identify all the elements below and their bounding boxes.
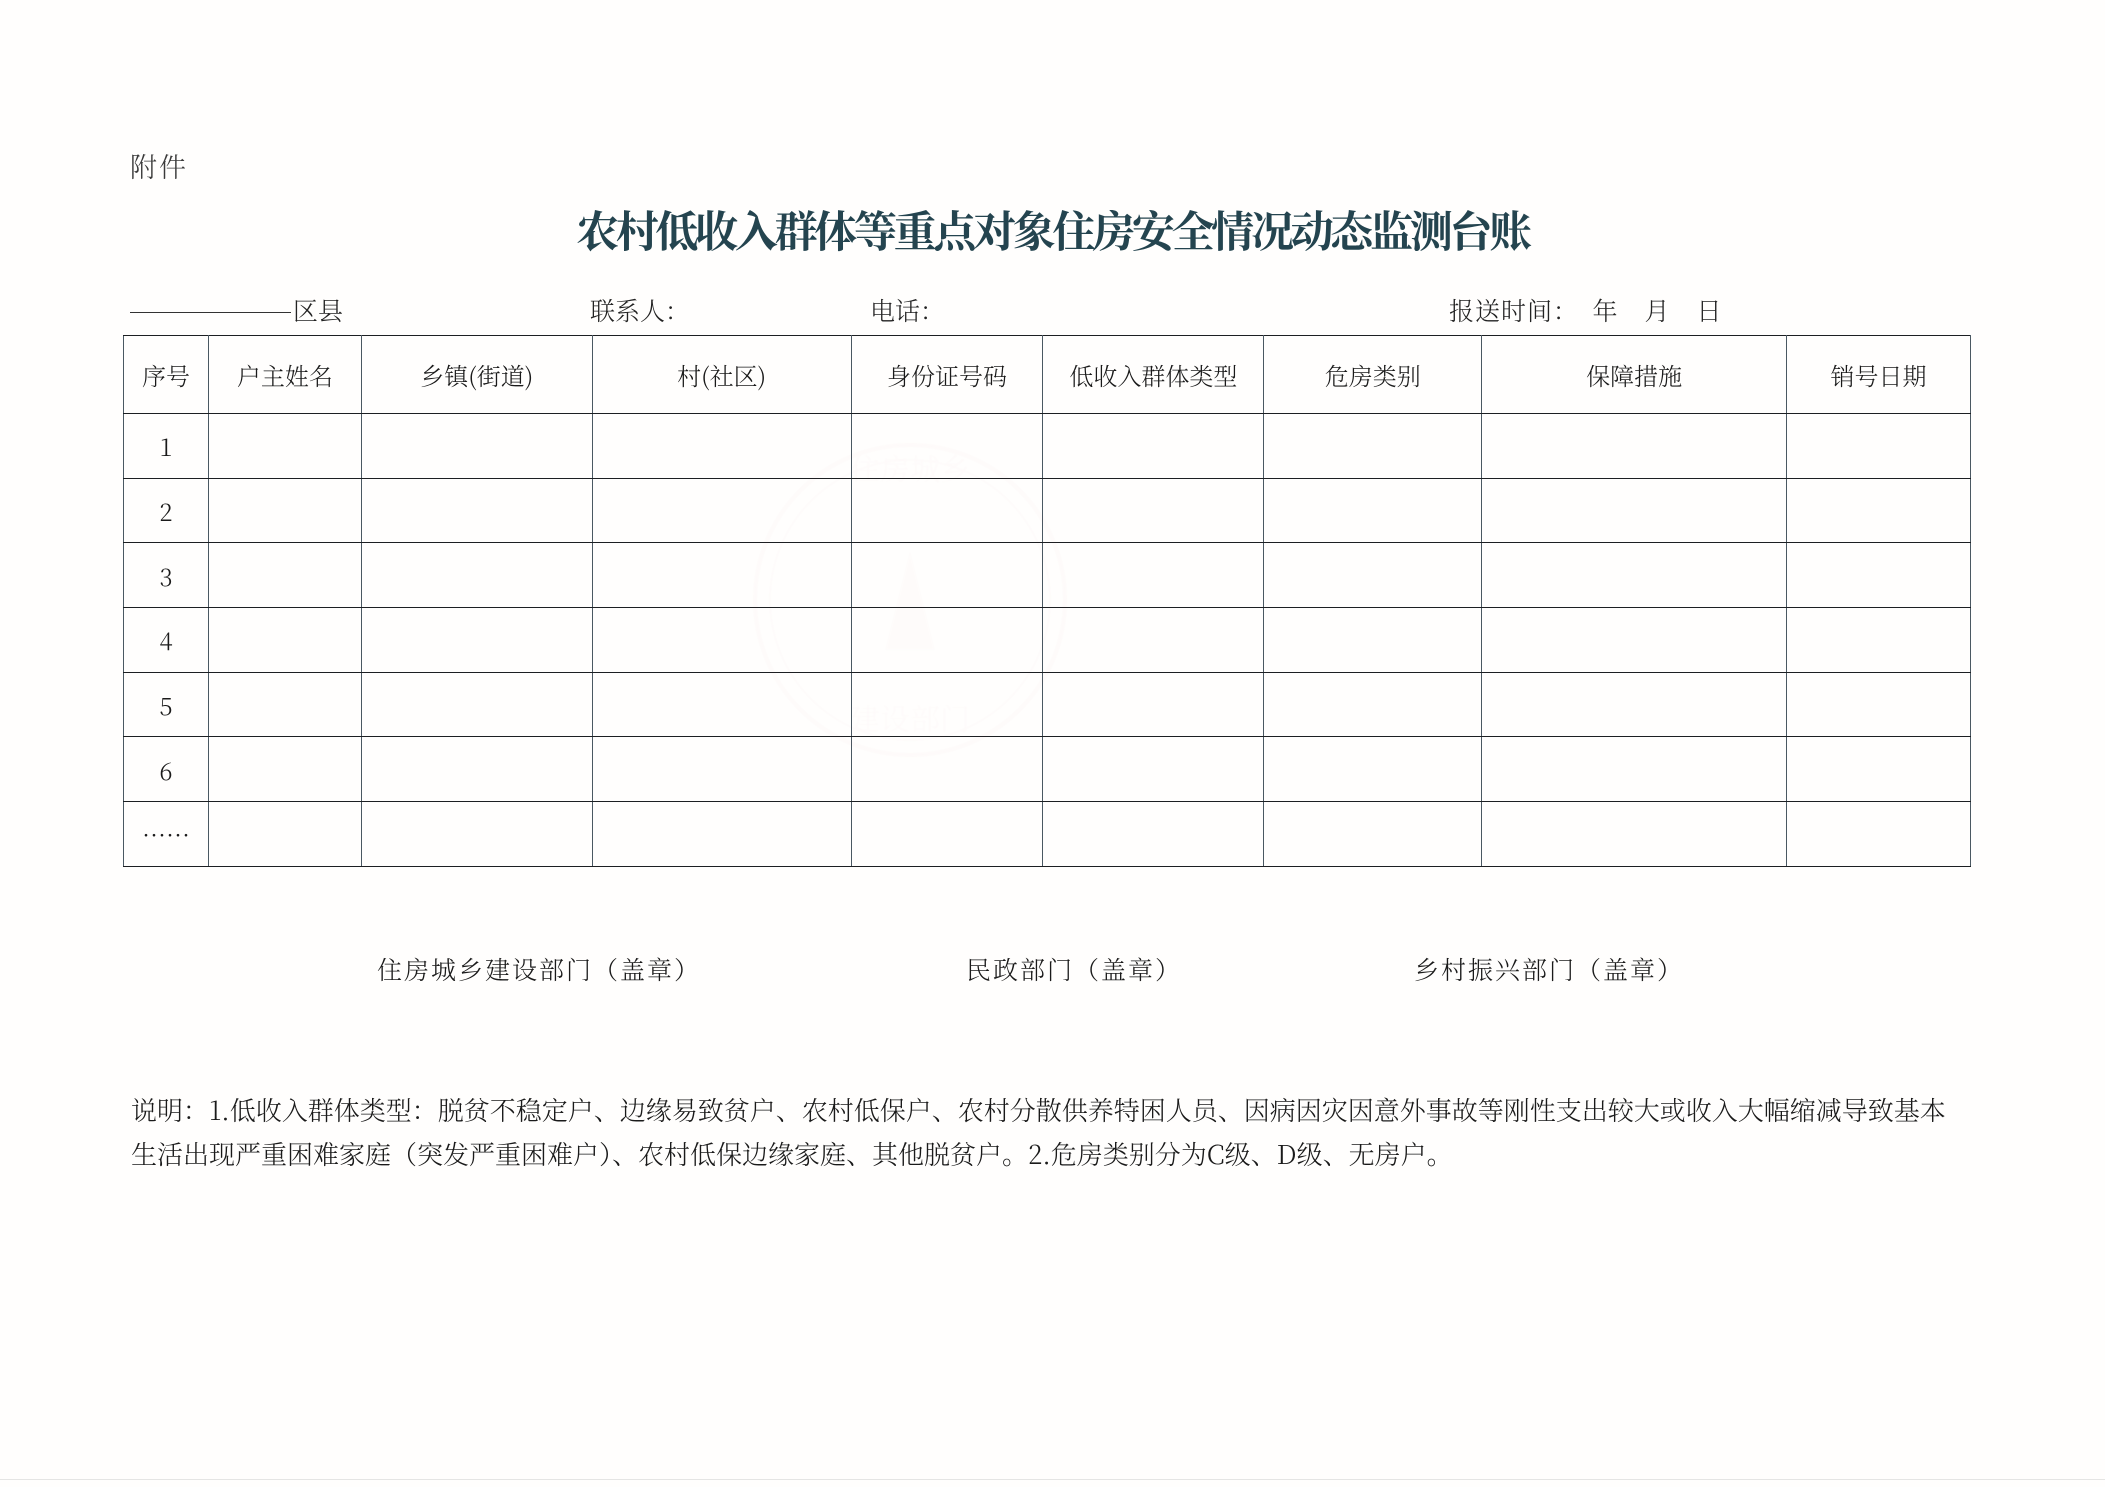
svg-text:建设部门: 建设部门	[850, 695, 970, 739]
svg-text:住房城乡: 住房城乡	[850, 445, 970, 489]
